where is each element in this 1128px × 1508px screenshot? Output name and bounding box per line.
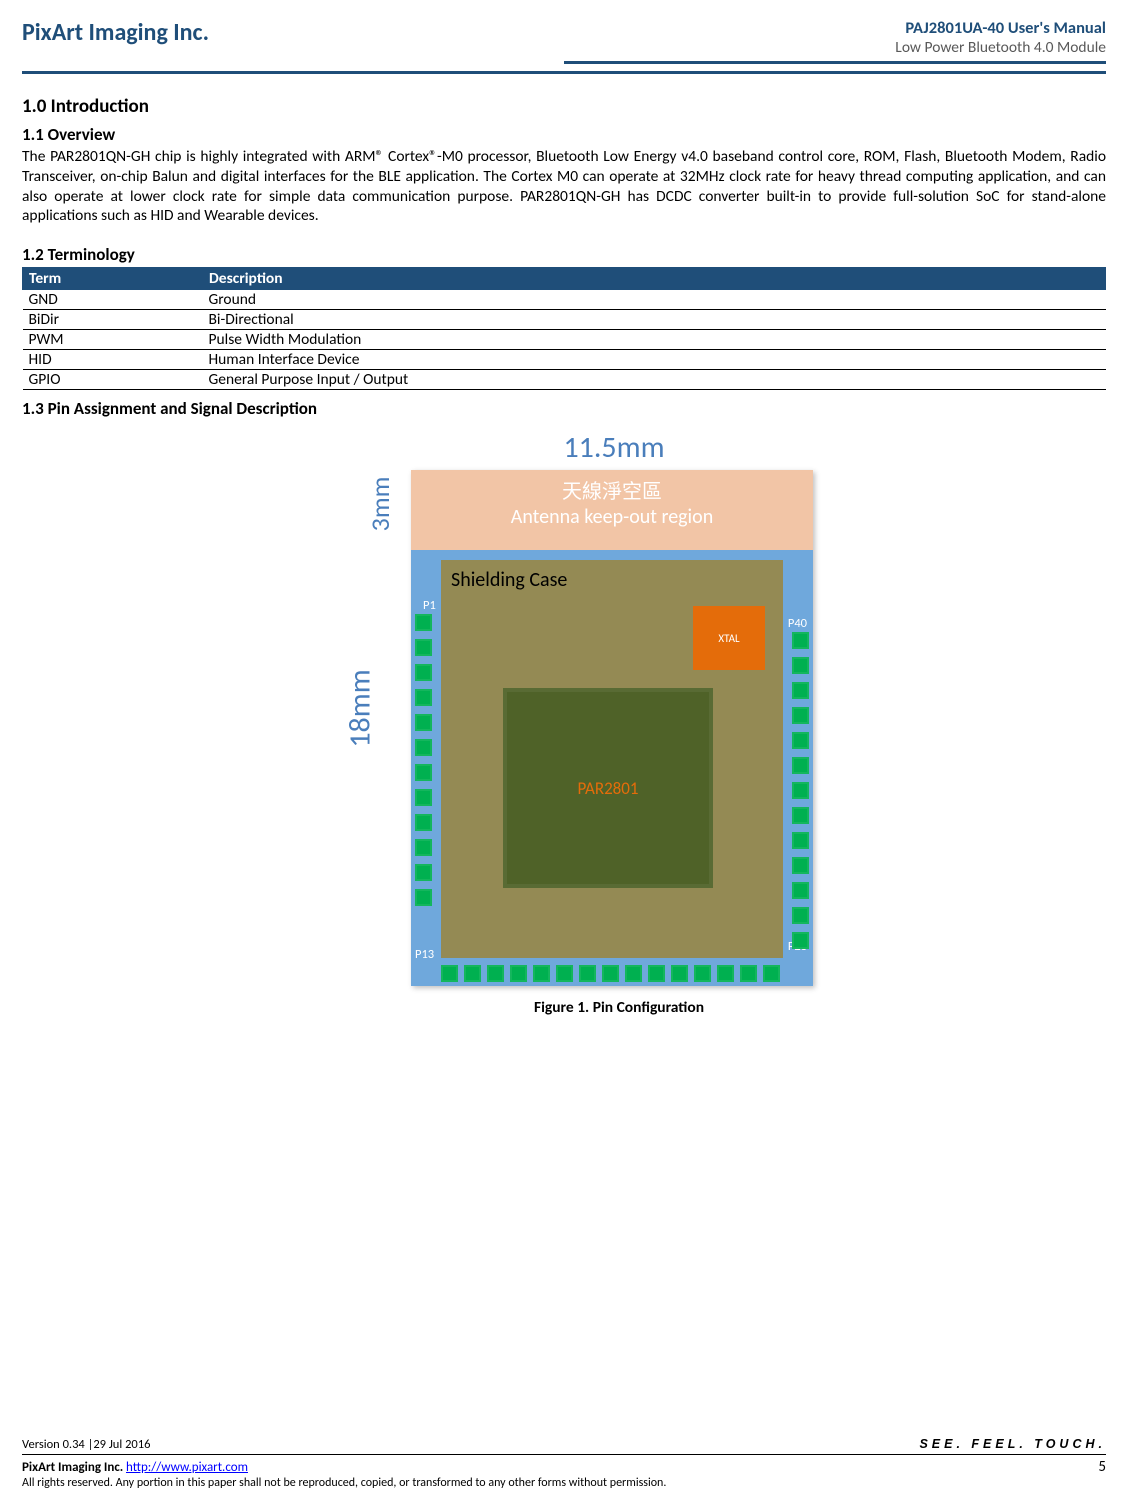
section-1-3-title: 1.3 Pin Assignment and Signal Descriptio… — [22, 398, 1106, 419]
shielding-case: Shielding Case XTAL PAR2801 — [441, 560, 783, 958]
pin-label-p40: P40 — [788, 616, 807, 631]
section-1-2-title: 1.2 Terminology — [22, 244, 1106, 265]
pin-label-p1: P1 — [423, 598, 436, 613]
pin — [415, 814, 432, 831]
pin — [415, 889, 432, 906]
pin — [464, 965, 481, 982]
pin — [579, 965, 596, 982]
pcb-region: Shielding Case XTAL PAR2801 P1 P40 P28 P… — [411, 550, 813, 986]
antenna-label-en: Antenna keep-out region — [411, 505, 813, 530]
figure-1: 11.5mm 3mm 18mm 天線淨空區 Antenna keep-out r… — [22, 429, 1106, 1017]
antenna-label-cn: 天線淨空區 — [411, 480, 813, 505]
pin — [717, 965, 734, 982]
pin — [671, 965, 688, 982]
pin — [533, 965, 550, 982]
doc-subtitle: Low Power Bluetooth 4.0 Module — [895, 38, 1106, 57]
pin — [648, 965, 665, 982]
company-name: PixArt Imaging Inc. — [22, 18, 209, 47]
pin — [792, 932, 809, 949]
pin — [792, 782, 809, 799]
table-row: GNDGround — [23, 290, 1106, 310]
figure-caption: Figure 1. Pin Configuration — [132, 998, 1106, 1017]
table-row: BiDirBi-Directional — [23, 310, 1106, 330]
pin — [415, 764, 432, 781]
header-rule — [22, 61, 1106, 79]
pin — [792, 882, 809, 899]
pin — [792, 907, 809, 924]
pin — [792, 857, 809, 874]
pin — [556, 965, 573, 982]
term-header-term: Term — [23, 268, 203, 290]
shield-label: Shielding Case — [451, 568, 567, 592]
footer-link[interactable]: http://www.pixart.com — [126, 1460, 248, 1475]
module-diagram: 天線淨空區 Antenna keep-out region Shielding … — [411, 470, 813, 986]
pin — [625, 965, 642, 982]
pin — [740, 965, 757, 982]
chip-block: PAR2801 — [503, 688, 713, 888]
antenna-region: 天線淨空區 Antenna keep-out region — [411, 470, 813, 550]
pin — [792, 832, 809, 849]
table-row: HIDHuman Interface Device — [23, 350, 1106, 370]
pin — [415, 864, 432, 881]
pin — [694, 965, 711, 982]
section-1-0-title: 1.0 Introduction — [22, 95, 1106, 118]
page-footer: Version 0.34 |29 Jul 2016 SEE. FEEL. TOU… — [22, 1437, 1106, 1490]
pin — [487, 965, 504, 982]
pin — [792, 632, 809, 649]
term-header-desc: Description — [203, 268, 1106, 290]
pin — [792, 757, 809, 774]
pin — [602, 965, 619, 982]
pin — [792, 807, 809, 824]
terminology-table: Term Description GNDGround BiDirBi-Direc… — [22, 267, 1106, 390]
pin — [792, 732, 809, 749]
pin — [415, 739, 432, 756]
pin — [415, 639, 432, 656]
section-1-1-title: 1.1 Overview — [22, 124, 1106, 145]
pin — [415, 664, 432, 681]
dimension-18mm: 18mm — [342, 664, 379, 754]
pin — [510, 965, 527, 982]
pin — [792, 707, 809, 724]
pin — [441, 965, 458, 982]
pin-label-p13: P13 — [415, 947, 434, 962]
pin — [415, 714, 432, 731]
table-row: PWMPulse Width Modulation — [23, 330, 1106, 350]
tagline: SEE. FEEL. TOUCH. — [919, 1437, 1106, 1451]
footer-company: PixArt Imaging Inc. — [22, 1460, 123, 1475]
doc-header: PixArt Imaging Inc. PAJ2801UA-40 User's … — [22, 18, 1106, 57]
dimension-width: 11.5mm — [122, 429, 1106, 466]
pin — [415, 839, 432, 856]
pin — [763, 965, 780, 982]
pin — [792, 657, 809, 674]
xtal-block: XTAL — [693, 606, 765, 670]
pin — [415, 614, 432, 631]
pin — [415, 689, 432, 706]
footer-rights: All rights reserved. Any portion in this… — [22, 1476, 1106, 1490]
doc-title-block: PAJ2801UA-40 User's Manual Low Power Blu… — [895, 18, 1106, 57]
version-text: Version 0.34 |29 Jul 2016 — [22, 1437, 150, 1452]
doc-title: PAJ2801UA-40 User's Manual — [895, 18, 1106, 38]
page-number: 5 — [1098, 1458, 1106, 1476]
section-1-1-body: The PAR2801QN-GH chip is highly integrat… — [22, 147, 1106, 226]
pin — [415, 789, 432, 806]
pin — [792, 682, 809, 699]
dimension-3mm: 3mm — [364, 469, 396, 539]
table-row: GPIOGeneral Purpose Input / Output — [23, 370, 1106, 390]
